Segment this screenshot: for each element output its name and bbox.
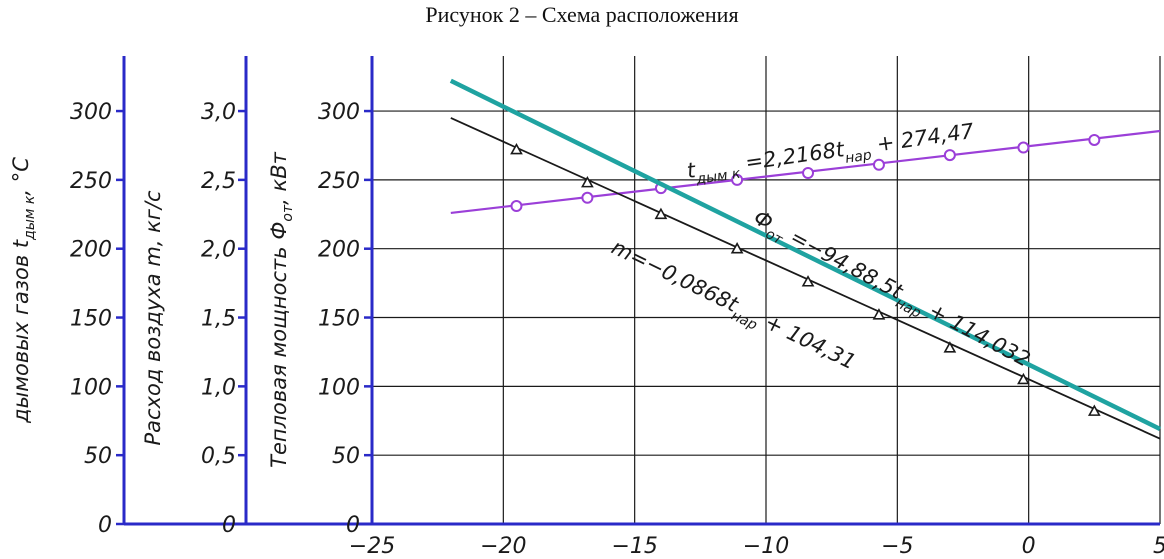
equation-label-heat-power: Фот =−94,88,5tнар + 114,032 — [747, 205, 1034, 377]
data-point-flue-temp — [1017, 141, 1030, 154]
y-tick-label-air: 2,5 — [201, 169, 236, 194]
x-tick-label: −20 — [480, 534, 526, 559]
data-point-air-flow — [730, 242, 744, 254]
axes — [116, 56, 1160, 526]
figure-caption: Рисунок 2 – Схема расположения — [425, 2, 739, 27]
grid — [372, 56, 1161, 524]
data-point-flue-temp — [802, 167, 815, 179]
y-tick-label-air: 1,0 — [201, 375, 236, 400]
x-tick-label: 5 — [1153, 534, 1164, 559]
y-axis-title-air: Расход воздуха m, кг/с — [141, 190, 165, 445]
data-point-air-flow — [943, 341, 957, 353]
data-point-air-flow — [1087, 404, 1101, 416]
y-tick-label-flue: 250 — [70, 169, 112, 194]
series-line-air-flow — [450, 117, 1161, 440]
y-tick-label-flue: 50 — [84, 444, 112, 469]
series-line-heat-power — [449, 78, 1161, 432]
y-tick-label-air: 2,0 — [201, 238, 236, 263]
y-tick-label-power: 0 — [346, 513, 360, 538]
y-tick-label-air: 3,0 — [201, 100, 236, 125]
y-tick-label-air: 0,5 — [201, 444, 236, 469]
y-tick-label-flue: 0 — [98, 513, 112, 538]
data-point-flue-temp — [943, 149, 956, 162]
data-point-air-flow — [654, 207, 668, 220]
data-point-flue-temp — [510, 200, 523, 213]
y-tick-label-air: 0 — [222, 513, 236, 538]
y-tick-label-flue: 300 — [70, 100, 112, 125]
y-tick-label-air: 1,5 — [201, 307, 236, 332]
data-point-flue-temp — [872, 158, 885, 171]
y-tick-label-power: 150 — [318, 307, 360, 332]
x-tick-label: 0 — [1022, 534, 1036, 559]
equation-label-flue-temp: tдым к =2,2168tнар + 274,47 — [685, 119, 976, 189]
y-tick-label-power: 200 — [318, 238, 360, 263]
data-point-air-flow — [510, 142, 523, 155]
data-point-flue-temp — [1088, 133, 1101, 146]
y-tick-label-flue: 150 — [70, 307, 112, 332]
y-axis-title-flue: дымовых газов tдым к, °С — [9, 157, 38, 424]
x-tick-label: −15 — [611, 534, 657, 559]
data-point-air-flow — [801, 275, 815, 287]
data-point-flue-temp — [581, 191, 594, 204]
data-point-air-flow — [1017, 372, 1030, 385]
y-tick-label-flue: 200 — [70, 238, 112, 263]
y-tick-label-flue: 100 — [70, 375, 112, 400]
x-tick-labels: −25 −20 −15 −10 −5 0 5 — [349, 534, 1164, 559]
data-point-air-flow — [872, 308, 886, 320]
x-tick-label: −25 — [349, 534, 395, 559]
y-tick-label-power: 100 — [318, 375, 360, 400]
y-tick-label-power: 250 — [318, 169, 360, 194]
y-axis-title-power: Тепловая мощность Фот, кВт — [267, 151, 296, 467]
x-tick-label: −5 — [881, 534, 913, 559]
data-point-air-flow — [581, 175, 594, 188]
axis-titles: дымовых газов tдым к, °С Расход воздуха m… — [9, 151, 296, 467]
series-layer — [449, 78, 1161, 440]
y-tick-label-power: 300 — [318, 100, 360, 125]
x-tick-label: −10 — [743, 534, 789, 559]
y-tick-labels: 0 50 100 150 200 250 300 0 0,5 1,0 1,5 2,0 2,5 3,0 0 50… — [70, 100, 360, 538]
y-tick-label-power: 50 — [332, 444, 360, 469]
data-point-flue-temp — [731, 173, 744, 186]
